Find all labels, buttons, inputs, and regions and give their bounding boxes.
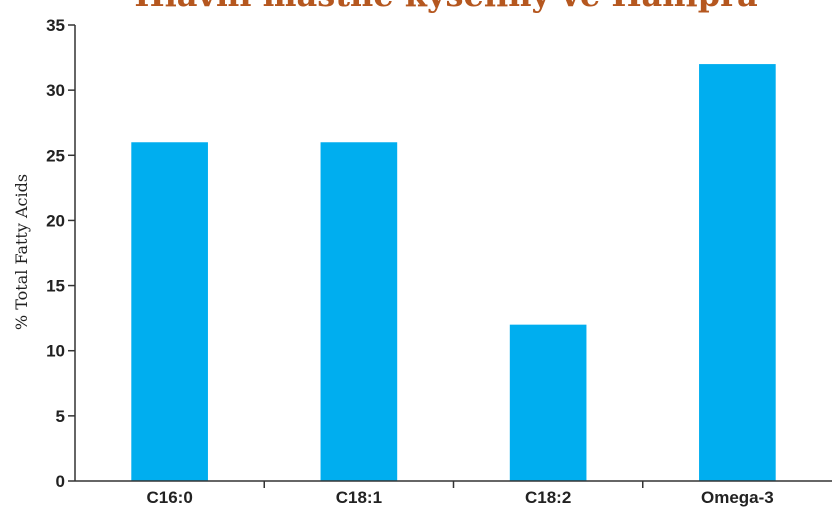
y-axis-ticks: 0 5 10 15 20 25 30 35 (46, 16, 75, 491)
x-tick-label: Omega-3 (701, 488, 774, 507)
y-tick-label: 35 (46, 16, 65, 35)
y-tick-label: 15 (46, 277, 65, 296)
x-tick-label: C18:2 (525, 488, 571, 507)
bar-c18-1 (320, 142, 398, 481)
y-tick-label: 10 (46, 342, 65, 361)
bars (131, 64, 776, 481)
bar-c18-2 (509, 324, 587, 481)
y-tick-label: 25 (46, 146, 65, 165)
bar-omega-3 (699, 64, 776, 481)
chart-title: Hlavní mastné kyseliny ve Hanipra (134, 0, 757, 14)
y-tick-label: 30 (46, 81, 65, 100)
y-tick-label: 5 (56, 407, 65, 426)
x-axis-ticks: C16:0 C18:1 C18:2 Omega-3 (146, 481, 774, 507)
y-tick-label: 0 (56, 472, 65, 491)
x-tick-label: C16:0 (146, 488, 192, 507)
bar-c16-0 (131, 142, 208, 481)
y-tick-label: 20 (46, 211, 65, 230)
x-tick-label: C18:1 (336, 488, 382, 507)
y-axis-label: % Total Fatty Acids (12, 174, 31, 330)
